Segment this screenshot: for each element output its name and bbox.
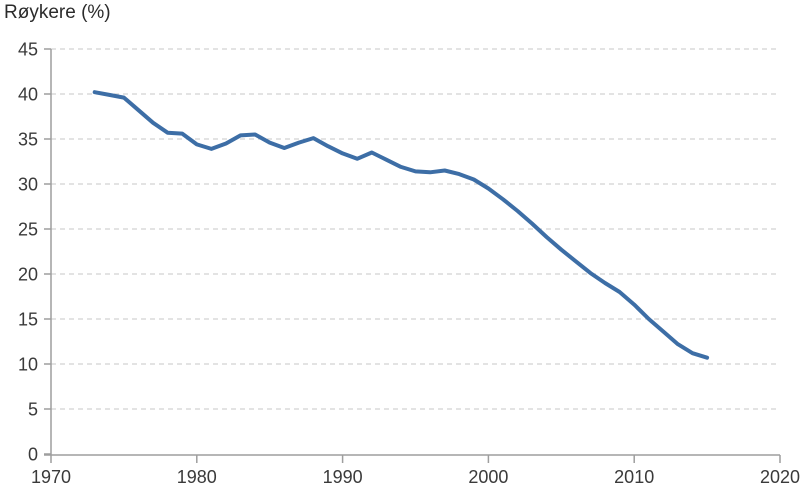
y-tick-label: 35 bbox=[18, 130, 38, 150]
x-tick-label: 2020 bbox=[760, 467, 800, 487]
smokers-percentage-line bbox=[92, 90, 710, 360]
y-tick-label: 5 bbox=[28, 400, 38, 420]
chart-title: Røykere (%) bbox=[4, 2, 111, 23]
x-tick-label: 1990 bbox=[323, 467, 363, 487]
y-tick-label: 40 bbox=[18, 85, 38, 105]
x-tick-label: 2010 bbox=[614, 467, 654, 487]
x-tick-label: 2000 bbox=[468, 467, 508, 487]
y-tick-label: 45 bbox=[18, 40, 38, 60]
x-tick-label: 1980 bbox=[177, 467, 217, 487]
y-tick-label: 20 bbox=[18, 265, 38, 285]
y-tick-label: 25 bbox=[18, 220, 38, 240]
y-tick-label: 15 bbox=[18, 310, 38, 330]
y-tick-label: 0 bbox=[28, 445, 38, 465]
y-tick-label: 30 bbox=[18, 175, 38, 195]
y-tick-label: 10 bbox=[18, 355, 38, 375]
x-tick-label: 1970 bbox=[31, 467, 71, 487]
